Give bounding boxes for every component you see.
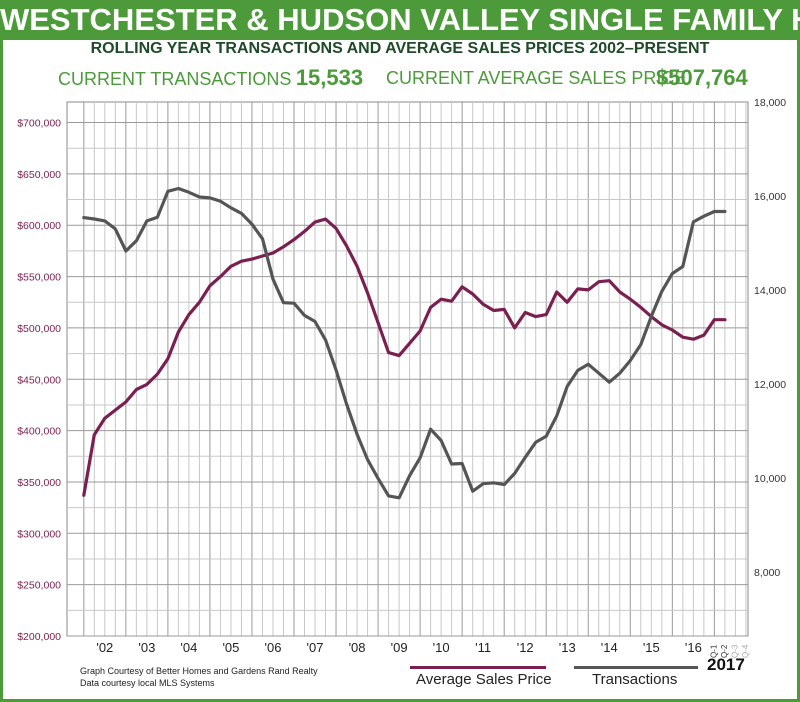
legend-price-label: Average Sales Price [416, 671, 552, 688]
x-axis-tick-label: '07 [307, 640, 324, 655]
legend-transactions-label: Transactions [592, 671, 678, 688]
legend-price-swatch [410, 666, 546, 669]
plot-area [66, 101, 749, 637]
x-axis-tick-label: '13 [559, 640, 576, 655]
current-average-price: CURRENT AVERAGE SALES PRICE $507,764 [386, 62, 748, 94]
quarter-tick-label: Q-1 [709, 644, 718, 658]
x-axis-tick-label: '10 [433, 640, 450, 655]
left-axis-tick-label: $450,000 [17, 374, 61, 386]
current-transactions-label: CURRENT TRANSACTIONS [58, 69, 292, 89]
x-axis-tick-label: '04 [180, 640, 197, 655]
left-axis-tick-label: $650,000 [17, 169, 61, 181]
left-axis-tick-label: $400,000 [17, 426, 61, 438]
x-axis-tick-label: '06 [265, 640, 282, 655]
right-axis-tick-label: 12,000 [754, 379, 786, 391]
left-axis-tick-label: $250,000 [17, 580, 61, 592]
final-year-label: 2017 [707, 655, 745, 674]
credit-line-2: Data courtesy local MLS Systems [80, 678, 215, 688]
quarter-tick-label: Q-4 [741, 644, 750, 658]
left-axis-tick-label: $500,000 [17, 323, 61, 335]
x-axis-tick-label: '15 [643, 640, 660, 655]
x-axis-tick-label: '09 [391, 640, 408, 655]
x-axis-tick-label: '08 [349, 640, 366, 655]
left-axis-tick-label: $350,000 [17, 477, 61, 489]
x-axis-tick-label: '02 [96, 640, 113, 655]
left-axis-tick-label: $700,000 [17, 118, 61, 130]
x-axis-tick-label: '05 [222, 640, 239, 655]
x-axis-tick-label: '03 [138, 640, 155, 655]
chart-title: WESTCHESTER & HUDSON VALLEY SINGLE FAMIL… [0, 0, 800, 40]
quarter-tick-label: Q-3 [730, 644, 739, 658]
right-axis-tick-label: 16,000 [754, 191, 786, 203]
current-transactions-value: 15,533 [295, 65, 364, 90]
right-axis-tick-label: 10,000 [754, 473, 786, 485]
average-price-line [82, 217, 727, 497]
current-transactions: CURRENT TRANSACTIONS 15,533 [58, 62, 363, 94]
transactions-line [82, 186, 727, 500]
current-average-price-value: $507,764 [656, 65, 748, 90]
right-axis-tick-label: 18,000 [754, 97, 786, 109]
left-axis-tick-label: $200,000 [17, 631, 61, 643]
right-axis-tick-label: 14,000 [754, 285, 786, 297]
left-axis-tick-label: $300,000 [17, 528, 61, 540]
left-axis-tick-label: $600,000 [17, 220, 61, 232]
credit-line-1: Graph Courtesy of Better Homes and Garde… [80, 666, 318, 676]
x-axis-tick-label: '14 [601, 640, 618, 655]
quarter-tick-label: Q-2 [720, 644, 729, 658]
x-axis-tick-label: '16 [685, 640, 702, 655]
x-axis-tick-label: '11 [475, 640, 491, 655]
chart-subtitle: ROLLING YEAR TRANSACTIONS AND AVERAGE SA… [90, 40, 710, 57]
legend-transactions-swatch [574, 666, 698, 669]
x-axis-tick-label: '12 [517, 640, 534, 655]
left-axis-tick-label: $550,000 [17, 272, 61, 284]
current-average-price-label: CURRENT AVERAGE SALES PRICE [386, 68, 687, 88]
right-axis-tick-label: 8,000 [754, 567, 780, 579]
